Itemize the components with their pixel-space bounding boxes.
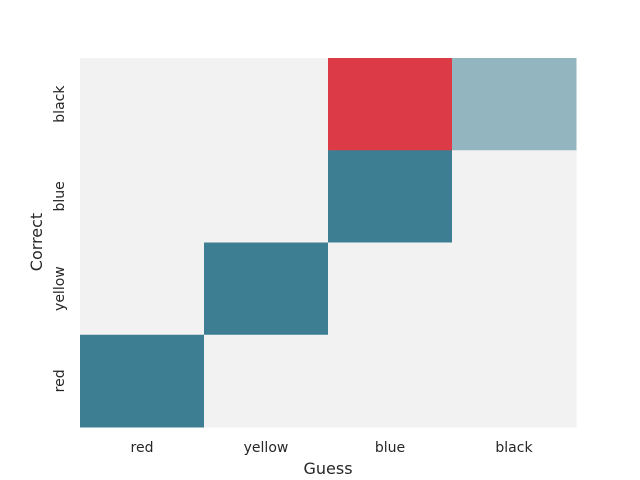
x-tick-labels: red yellow blue black	[131, 440, 534, 456]
heatmap-cells	[80, 58, 577, 428]
heatmap-cell-red-red	[80, 334, 205, 428]
x-tick-label-black: black	[495, 440, 533, 456]
heatmap-cell-yellow-blue	[328, 242, 453, 336]
heatmap-cell-yellow-yellow	[204, 242, 329, 336]
heatmap-cell-red-blue	[328, 334, 453, 428]
x-tick-label-red: red	[131, 440, 154, 456]
y-axis-label: Correct	[27, 213, 46, 271]
x-tick-label-yellow: yellow	[244, 440, 289, 456]
heatmap-cell-red-yellow	[204, 334, 329, 428]
y-tick-label-yellow: yellow	[52, 266, 68, 311]
heatmap-cell-black-yellow	[204, 58, 329, 151]
heatmap-cell-blue-black	[452, 150, 577, 243]
heatmap-cell-black-blue	[328, 58, 453, 151]
heatmap-cell-blue-blue	[328, 150, 453, 243]
heatmap-cell-blue-red	[80, 150, 205, 243]
heatmap-cell-blue-yellow	[204, 150, 329, 243]
y-tick-label-red: red	[52, 369, 68, 392]
heatmap-cell-yellow-black	[452, 242, 577, 336]
heatmap-cell-yellow-red	[80, 242, 205, 336]
y-tick-label-black: black	[52, 85, 68, 123]
x-tick-label-blue: blue	[375, 440, 405, 456]
heatmap-cell-red-black	[452, 334, 577, 428]
heatmap-cell-black-black	[452, 58, 577, 151]
x-axis-label: Guess	[303, 459, 352, 478]
y-tick-label-blue: blue	[52, 181, 68, 211]
heatmap-cell-black-red	[80, 58, 205, 151]
y-tick-labels: black blue yellow red	[52, 85, 68, 393]
